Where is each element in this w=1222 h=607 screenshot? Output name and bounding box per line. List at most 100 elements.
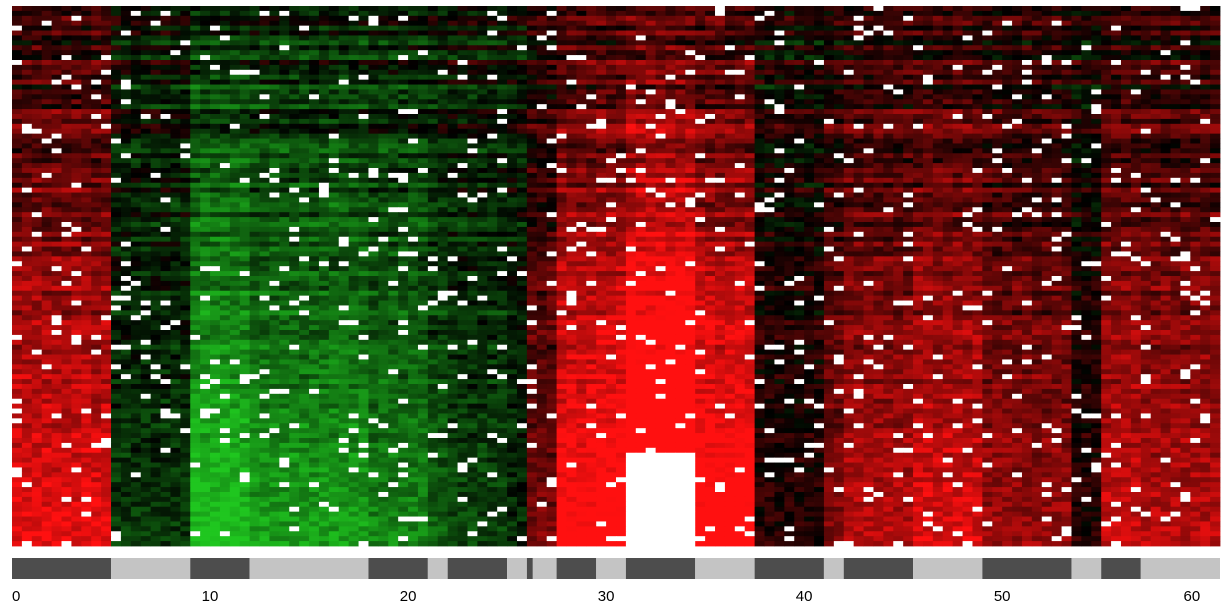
heatmap-cell <box>655 35 666 41</box>
heatmap-cell <box>408 89 419 95</box>
heatmap-cell <box>269 158 280 164</box>
heatmap-cell <box>744 138 756 144</box>
heatmap-cell <box>309 163 320 169</box>
heatmap-cell <box>338 128 350 135</box>
heatmap-cell <box>1031 64 1043 71</box>
heatmap-cell <box>309 25 320 31</box>
heatmap-cell <box>348 10 359 17</box>
heatmap-cell <box>635 138 647 144</box>
heatmap-cell <box>635 109 647 115</box>
heatmap-cell <box>932 15 944 22</box>
heatmap-cell <box>467 45 478 51</box>
heatmap-cell <box>1140 172 1152 179</box>
heatmap-cell <box>1041 15 1053 22</box>
heatmap-cell <box>437 64 449 71</box>
heatmap-cell <box>556 74 567 81</box>
heatmap-cell <box>1091 84 1102 90</box>
heatmap-cell <box>784 50 795 56</box>
heatmap-cell <box>51 143 62 149</box>
heatmap-cell <box>586 177 597 184</box>
heatmap-cell <box>467 84 478 90</box>
heatmap-cell <box>942 138 954 144</box>
heatmap-cell-missing <box>705 177 716 184</box>
heatmap-cell-missing <box>853 123 864 130</box>
heatmap-cell <box>239 79 251 85</box>
heatmap-cell <box>140 94 152 100</box>
heatmap-cell <box>675 114 686 120</box>
heatmap-cell <box>804 35 815 41</box>
heatmap-cell <box>764 60 775 66</box>
heatmap-cell <box>289 25 300 31</box>
heatmap-cell <box>853 133 864 139</box>
heatmap-cell <box>1200 163 1211 169</box>
heatmap-cell <box>883 109 894 115</box>
heatmap-cell <box>101 133 112 139</box>
heatmap-cell <box>843 143 855 149</box>
heatmap-cell <box>556 114 567 120</box>
heatmap-cell <box>71 30 82 36</box>
heatmap-cell <box>1130 202 1142 208</box>
heatmap-cell <box>457 168 468 174</box>
heatmap-cell <box>635 118 647 125</box>
heatmap-cell <box>734 182 746 189</box>
heatmap-cell <box>497 45 508 51</box>
heatmap-cell <box>41 10 52 17</box>
heatmap-cell <box>1012 104 1023 110</box>
heatmap-cell <box>81 148 92 154</box>
heatmap-cell <box>1140 6 1152 12</box>
heatmap-cell <box>239 89 251 95</box>
heatmap-cell <box>309 35 320 41</box>
heatmap-cell <box>833 45 845 51</box>
heatmap-cell <box>516 148 528 154</box>
heatmap-cell <box>190 99 201 105</box>
heatmap-cell <box>1061 55 1072 61</box>
heatmap-cell <box>665 138 676 144</box>
heatmap-cell <box>427 74 439 81</box>
heatmap-cell <box>12 128 23 135</box>
heatmap-cell <box>655 168 666 174</box>
heatmap-cell <box>853 172 864 179</box>
heatmap-cell <box>190 15 201 22</box>
heatmap-cell <box>91 133 102 139</box>
heatmap-cell <box>794 197 805 203</box>
heatmap-cell <box>764 153 775 159</box>
heatmap-cell-missing <box>645 123 656 130</box>
heatmap-cell <box>71 40 82 46</box>
heatmap-cell <box>962 25 973 31</box>
heatmap-cell <box>635 123 647 130</box>
heatmap-cell <box>853 79 864 85</box>
heatmap-cell <box>853 158 864 164</box>
heatmap-cell <box>1170 197 1181 203</box>
heatmap-cell <box>576 15 587 22</box>
heatmap-cell <box>457 69 468 76</box>
heatmap-cell <box>1210 138 1221 144</box>
heatmap-cell <box>507 25 518 31</box>
heatmap-cell <box>972 133 983 139</box>
heatmap-cell <box>962 138 973 144</box>
heatmap-cell <box>715 123 726 130</box>
heatmap-cell <box>190 148 201 154</box>
heatmap-cell <box>309 10 320 17</box>
heatmap-cell <box>804 187 815 193</box>
heatmap-cell <box>566 35 577 41</box>
heatmap-cell-missing <box>259 94 270 100</box>
heatmap-cell <box>348 104 359 110</box>
heatmap-cell <box>764 35 775 41</box>
heatmap-cell <box>1071 187 1082 193</box>
heatmap-cell-missing <box>160 10 171 17</box>
heatmap-cell <box>170 10 181 17</box>
heatmap-cell <box>427 20 439 27</box>
heatmap-cell <box>536 30 548 36</box>
heatmap-cell <box>279 138 290 144</box>
heatmap-cell <box>170 158 181 164</box>
heatmap-cell <box>724 158 736 164</box>
heatmap-cell <box>734 148 746 154</box>
heatmap-cell <box>913 202 924 208</box>
heatmap-cell <box>51 10 62 17</box>
heatmap-cell <box>190 60 201 66</box>
heatmap-cell <box>309 192 320 198</box>
heatmap-cell-missing <box>853 187 864 193</box>
heatmap-cell <box>1081 114 1092 120</box>
heatmap-cell <box>170 197 181 203</box>
heatmap-cell-missing <box>853 35 864 41</box>
